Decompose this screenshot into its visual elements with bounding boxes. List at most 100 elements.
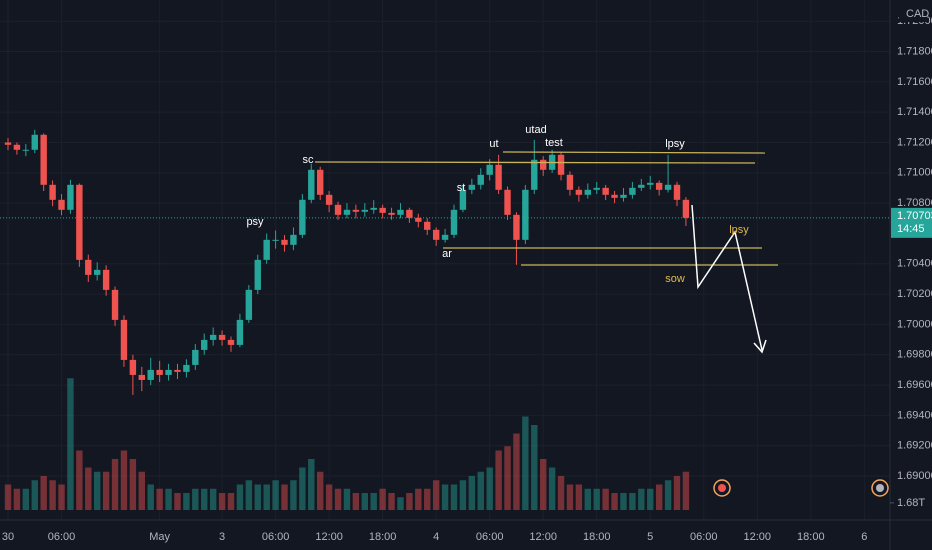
volume-bar [673, 476, 681, 510]
volume-bar [441, 484, 449, 510]
volume-bar [557, 476, 565, 510]
volume-bar [299, 467, 306, 510]
volume-bar [317, 471, 324, 510]
x-tick-label: 06:00 [48, 531, 76, 543]
volume-bar [638, 488, 645, 510]
candle-body [308, 169, 315, 200]
volume-bar [76, 450, 83, 510]
candle-body [388, 212, 395, 215]
candle-body [111, 289, 119, 320]
candle-body [513, 214, 520, 240]
icons [713, 479, 889, 497]
volume-bar [147, 484, 154, 510]
last-price-label: 1.70703 [897, 210, 932, 222]
volume-bar [575, 484, 583, 510]
y-tick-label: 1.70200 [897, 288, 932, 300]
candle-body [638, 184, 645, 188]
candle-body [272, 239, 279, 241]
y-tick-label: 1.69200 [897, 440, 932, 452]
candle-body [584, 189, 591, 195]
volume-bar [245, 480, 253, 510]
candle-body [76, 184, 83, 260]
annotation: st [457, 182, 466, 194]
volume-bar [655, 484, 663, 510]
candle-body [602, 187, 609, 195]
candle-body [13, 144, 21, 150]
y-tick-label: 1.69600 [897, 379, 932, 391]
volume-bar [58, 484, 65, 510]
volume-bar [513, 433, 520, 510]
volume-bar [218, 493, 226, 510]
candle-body [281, 239, 288, 245]
volume-bar [379, 488, 386, 510]
y-tick-label: 1.71800 [897, 45, 932, 57]
y-tick-label: 1.69800 [897, 349, 932, 361]
candle-body [192, 349, 199, 365]
candle-body [504, 189, 511, 215]
event-icon-dot [718, 484, 726, 492]
candle-body [156, 369, 163, 375]
x-tick-label: 18:00 [583, 531, 611, 543]
volume-bar [227, 493, 235, 510]
annotation: lpsy [729, 224, 749, 236]
candle-body [147, 369, 154, 380]
volume-bar [272, 480, 279, 510]
volume-bar [459, 480, 467, 510]
x-tick-label: 30 [2, 531, 14, 543]
volume-bar [236, 484, 244, 510]
volume-bar [67, 378, 74, 510]
volume-bar [602, 488, 609, 510]
candle-body [620, 194, 627, 198]
candle-body [102, 269, 110, 290]
x-tick-label: May [149, 531, 170, 543]
annotation: psy [246, 216, 264, 228]
candle-body [201, 339, 208, 350]
volume-bar [85, 467, 92, 510]
y-tick-label: 1.71400 [897, 106, 932, 118]
y-tick-label: 1.71600 [897, 76, 932, 88]
volume-pane [4, 378, 690, 510]
candle-body [424, 221, 431, 230]
volume-bar [477, 471, 484, 510]
volume-bar [120, 450, 128, 510]
volume-bar [183, 493, 190, 510]
candle-body [343, 209, 351, 215]
volume-bar [388, 493, 395, 510]
volume-bar [450, 484, 458, 510]
candle-body [629, 187, 636, 195]
candle-body [227, 339, 235, 345]
candle-body [664, 184, 672, 190]
candle-body [120, 319, 128, 360]
y-tick-label: 1.70400 [897, 258, 932, 270]
volume-bar [361, 493, 368, 510]
volume-bar [174, 493, 181, 510]
annotation: sc [303, 154, 315, 166]
axes: 1.720001.718001.716001.714001.712001.710… [2, 15, 932, 543]
annotation: ar [442, 248, 452, 260]
volume-bar [682, 471, 690, 510]
annotation: utad [525, 124, 546, 136]
candle-body [655, 182, 663, 190]
candle-body [254, 259, 261, 290]
volume-bar [548, 467, 556, 510]
volume-bar [165, 488, 172, 510]
x-tick-label: 3 [219, 531, 225, 543]
candle-body [450, 209, 458, 235]
x-tick-label: 06:00 [690, 531, 718, 543]
volume-bar [40, 476, 47, 510]
volume-bar [31, 480, 38, 510]
volume-bar [4, 484, 12, 510]
volume-bar [370, 493, 377, 510]
volume-bar [49, 480, 56, 510]
candle-body [495, 164, 502, 190]
candle-body [611, 194, 618, 198]
currency-label: CAD [906, 8, 929, 20]
candle-body [67, 184, 74, 210]
candle-body [379, 207, 386, 213]
candle-body [218, 334, 226, 340]
x-tick-label: 18:00 [797, 531, 825, 543]
volume-bar [486, 467, 493, 510]
annotation: test [545, 137, 563, 149]
candle-body [406, 209, 413, 218]
